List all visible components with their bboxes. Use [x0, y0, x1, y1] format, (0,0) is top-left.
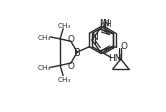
Text: N: N: [99, 21, 106, 30]
Text: N: N: [99, 19, 105, 28]
Text: B: B: [74, 48, 81, 58]
Text: N: N: [102, 18, 108, 27]
Text: CH₃: CH₃: [57, 23, 71, 29]
Text: CH₃: CH₃: [37, 35, 51, 41]
Text: CH₃: CH₃: [37, 65, 51, 71]
Text: N: N: [91, 33, 98, 42]
Text: H: H: [105, 20, 111, 29]
Text: HN: HN: [108, 53, 122, 62]
Text: O: O: [67, 61, 74, 70]
Text: O: O: [120, 42, 127, 51]
Text: O: O: [67, 35, 74, 44]
Text: CH₃: CH₃: [57, 76, 71, 82]
